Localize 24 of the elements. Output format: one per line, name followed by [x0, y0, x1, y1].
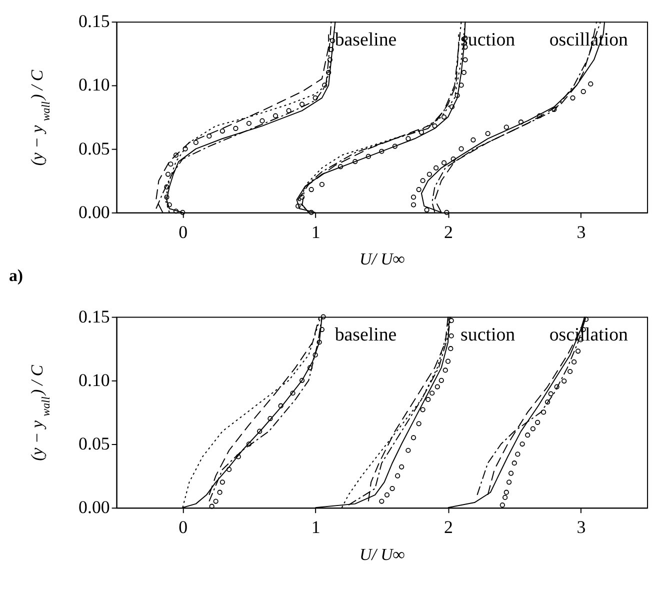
y-tick-label: 0.10 — [78, 370, 110, 390]
y-tick-label: 0.05 — [78, 138, 110, 158]
x-tick-label: 3 — [576, 516, 586, 537]
y-axis-title: (y − ywall) / C — [28, 364, 53, 461]
x-tick-label: 1 — [311, 222, 320, 242]
y-tick-label: 0.15 — [78, 11, 110, 32]
x-axis-title: U/ U∞ — [360, 250, 405, 269]
y-tick-label: 0.05 — [78, 433, 110, 454]
x-axis-title: U/ U∞ — [360, 544, 405, 564]
annotation: baseline — [334, 324, 397, 346]
y-axis-title: (y − ywall) / C — [28, 69, 53, 166]
y-tick-label: 0.00 — [78, 202, 110, 222]
y-tick-label: 0.10 — [78, 74, 110, 95]
x-tick-label: 0 — [178, 516, 188, 537]
x-tick-label: 3 — [576, 222, 586, 242]
annotation: suction — [460, 324, 516, 346]
x-tick-label: 2 — [444, 516, 453, 537]
x-tick-label: 1 — [311, 516, 320, 537]
x-tick-label: 2 — [444, 222, 453, 242]
annotation: baseline — [334, 29, 397, 50]
x-tick-label: 0 — [178, 222, 188, 242]
y-tick-label: 0.15 — [78, 306, 110, 326]
y-tick-label: 0.00 — [78, 497, 110, 518]
text: a) — [8, 266, 24, 286]
